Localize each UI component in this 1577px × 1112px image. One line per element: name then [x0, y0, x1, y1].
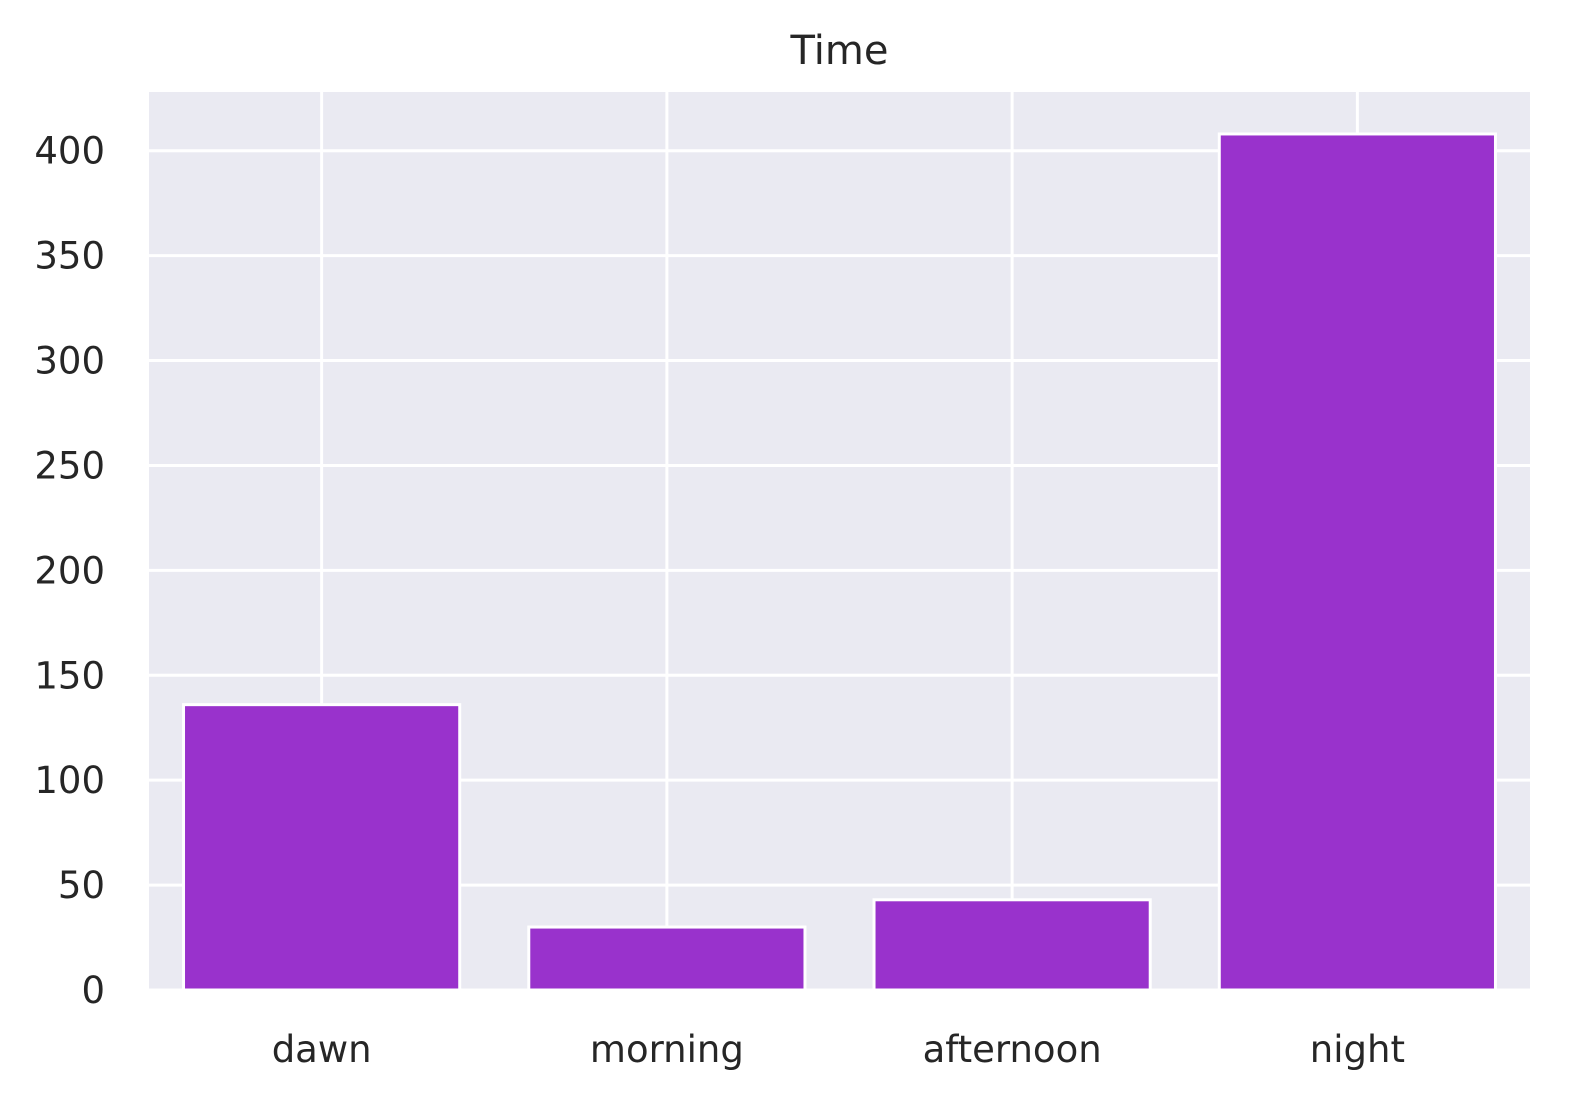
y-tick-label: 50 [58, 864, 105, 907]
bar-afternoon [872, 898, 1152, 992]
y-tick-label: 300 [34, 340, 105, 383]
x-tick-label: dawn [272, 1028, 372, 1071]
y-tick-label: 350 [34, 235, 105, 278]
bar-night [1217, 132, 1497, 992]
x-tick-labels: dawn morning afternoon night [272, 1028, 1405, 1071]
bar-layer [182, 132, 1497, 992]
y-tick-label: 250 [34, 444, 105, 487]
chart-title: Time [790, 28, 889, 74]
y-tick-label: 400 [34, 130, 105, 173]
y-tick-labels: 0 50 100 150 200 250 300 350 400 [34, 130, 105, 1012]
x-tick-label: afternoon [923, 1028, 1102, 1071]
bar-dawn [182, 703, 462, 992]
y-tick-label: 0 [81, 969, 105, 1012]
x-tick-label: night [1310, 1028, 1405, 1071]
y-tick-label: 200 [34, 549, 105, 592]
y-tick-label: 100 [34, 759, 105, 802]
x-tick-label: morning [590, 1028, 744, 1071]
bar-morning [527, 925, 807, 992]
y-tick-label: 150 [34, 654, 105, 697]
